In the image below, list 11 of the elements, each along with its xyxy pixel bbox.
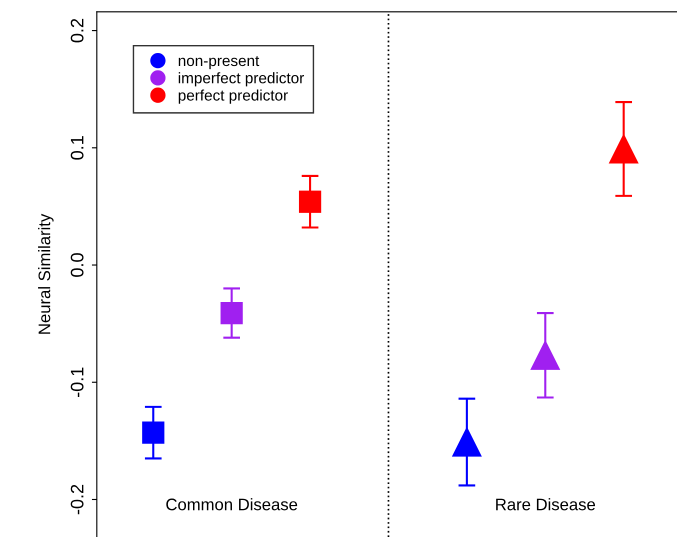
y-tick-label: 0.2 — [70, 18, 84, 42]
y-tick-label: 0.1 — [70, 136, 84, 160]
x-tick-label: Rare Disease — [496, 498, 596, 510]
legend-label: imperfect predictor — [178, 72, 304, 86]
y-tick-label: -0.2 — [70, 484, 84, 514]
legend-label: perfect predictor — [178, 89, 288, 104]
y-axis-title: Neural Similarity — [38, 214, 54, 334]
x-tick-label: Common Disease — [166, 498, 298, 510]
y-tick-label: -0.1 — [70, 368, 84, 398]
legend-label: non-present — [178, 56, 260, 70]
y-tick-label: 0.0 — [70, 253, 84, 277]
